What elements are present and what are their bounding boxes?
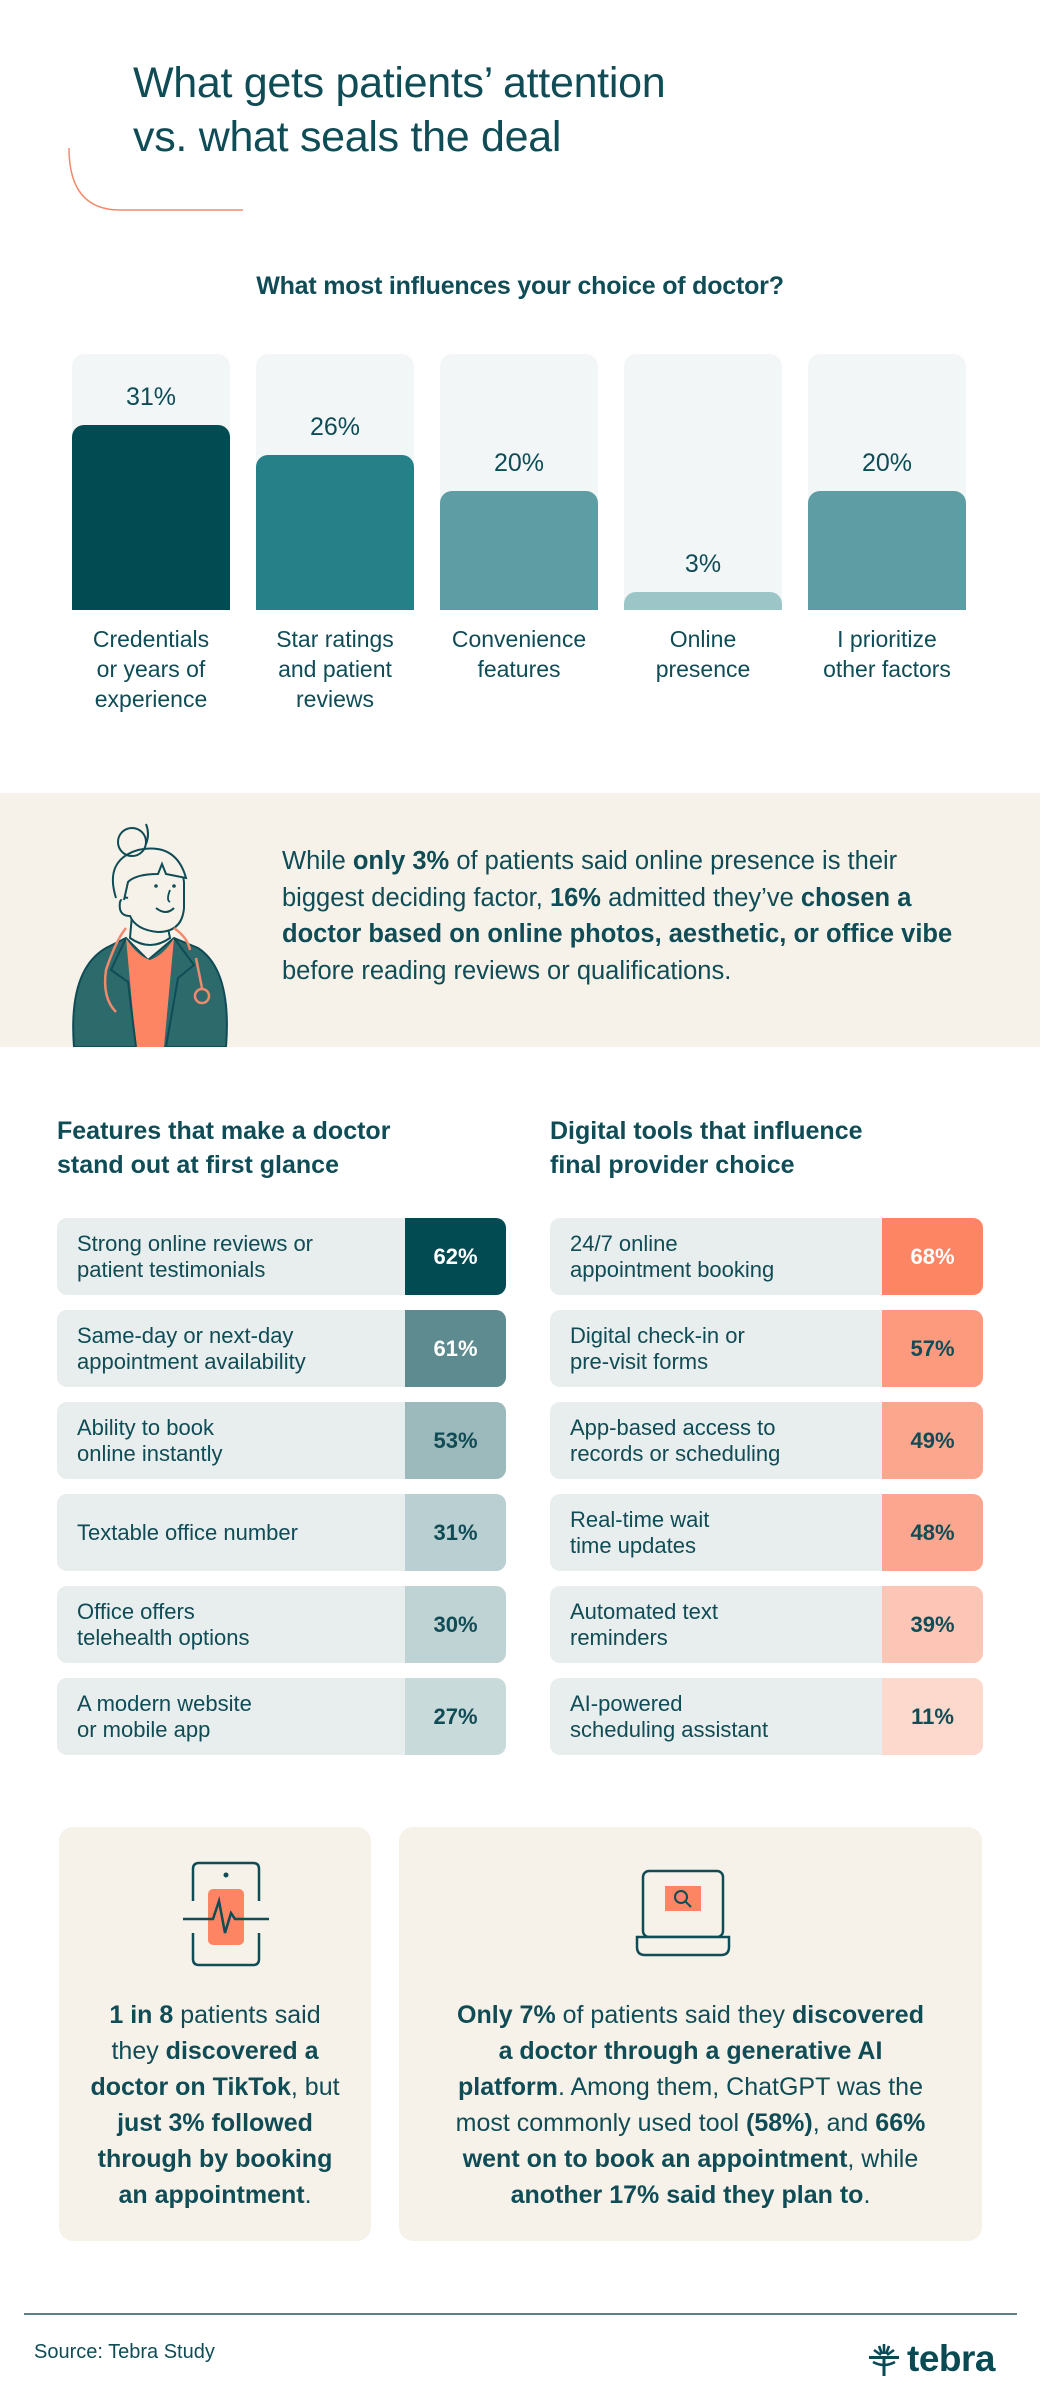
callout-text: While only 3% of patients said online pr… (282, 847, 953, 985)
row-label: Strong online reviews or patient testimo… (77, 1230, 314, 1282)
row-label: Office offers telehealth options (77, 1598, 250, 1650)
bar-column: 20% (440, 354, 598, 610)
row-label: 24/7 online appointment booking (570, 1230, 775, 1282)
features-heading-line1: Features that make a doctor (57, 1117, 391, 1145)
bar (256, 455, 414, 610)
bar (808, 491, 966, 610)
digital-tools-heading-line2: final provider choice (550, 1151, 795, 1179)
row-value-badge: 30% (405, 1586, 506, 1663)
row-value-badge: 27% (405, 1678, 506, 1755)
row-value-badge: 57% (882, 1310, 983, 1387)
bar-column: 20% (808, 354, 966, 610)
tebra-logo: tebra (867, 2339, 1010, 2379)
bar-column: 3% (624, 354, 782, 610)
row-label: A modern website or mobile app (77, 1690, 252, 1742)
page-title-line1: What gets patients’ attention (133, 59, 666, 107)
list-row: A modern website or mobile app 27% (57, 1678, 506, 1755)
bar-value-label: 31% (125, 383, 177, 411)
row-label: Real-time wait time updates (570, 1506, 710, 1558)
row-value-badge: 49% (882, 1402, 983, 1479)
page-title-line2: vs. what seals the deal (133, 113, 562, 161)
bar-value-label: 20% (493, 449, 545, 477)
row-value-badge: 31% (405, 1494, 506, 1571)
features-heading-line2: stand out at first glance (57, 1151, 339, 1179)
list-row: Ability to book online instantly 53% (57, 1402, 506, 1479)
row-label: Digital check-in or pre-visit forms (570, 1322, 745, 1374)
bar-category-label: Star ratings and patient reviews (276, 626, 394, 712)
footer-divider (24, 2313, 1017, 2315)
row-value-badge: 62% (405, 1218, 506, 1295)
bar-category-label: Convenience features (451, 626, 587, 682)
tiktok-stat-card: 1 in 8 patients said they discovered a d… (59, 1827, 371, 2241)
list-row: AI-powered scheduling assistant 11% (550, 1678, 983, 1755)
bar-value-label: 3% (684, 550, 722, 578)
ai-stat-card: Only 7% of patients said they discovered… (399, 1827, 982, 2241)
list-row: Office offers telehealth options 30% (57, 1586, 506, 1663)
bar-category-label: Online presence (655, 626, 751, 682)
doctor-illustration-icon (72, 823, 228, 1047)
bar (440, 491, 598, 610)
bar-category-label: I prioritize other factors (823, 626, 951, 682)
bar-value-label: 20% (861, 449, 913, 477)
list-row: Automated text reminders 39% (550, 1586, 983, 1663)
row-value-badge: 53% (405, 1402, 506, 1479)
page-title: What gets patients’ attention vs. what s… (133, 56, 933, 164)
row-label: AI-powered scheduling assistant (570, 1690, 769, 1742)
row-label: App-based access to records or schedulin… (570, 1414, 781, 1466)
bar-column: 26% (256, 354, 414, 610)
row-value-badge: 48% (882, 1494, 983, 1571)
laptop-search-icon (635, 1869, 731, 1957)
row-label: Ability to book online instantly (77, 1414, 223, 1466)
row-label: Same-day or next-day appointment availab… (77, 1322, 306, 1374)
list-row: Same-day or next-day appointment availab… (57, 1310, 506, 1387)
decorative-arc-icon (68, 148, 243, 211)
list-row: Strong online reviews or patient testimo… (57, 1218, 506, 1295)
row-value-badge: 61% (405, 1310, 506, 1387)
row-label: Automated text reminders (570, 1598, 718, 1650)
bar-value-label: 26% (309, 413, 361, 441)
row-value-badge: 11% (882, 1678, 983, 1755)
digital-tools-heading-line1: Digital tools that influence (550, 1117, 863, 1145)
list-row: Digital check-in or pre-visit forms 57% (550, 1310, 983, 1387)
chart-title: What most influences your choice of doct… (256, 272, 784, 300)
list-row: Real-time wait time updates 48% (550, 1494, 983, 1571)
phone-heartbeat-icon (183, 1861, 269, 1967)
bar (72, 425, 230, 610)
tiktok-stat-text: 1 in 8 patients said they discovered a d… (90, 2001, 340, 2209)
source-note: Source: Tebra Study (34, 2341, 215, 2363)
row-label: Textable office number (77, 1519, 298, 1545)
row-value-badge: 68% (882, 1218, 983, 1295)
list-row: 24/7 online appointment booking 68% (550, 1218, 983, 1295)
bar (624, 592, 782, 610)
row-value-badge: 39% (882, 1586, 983, 1663)
bar-column: 31% (72, 354, 230, 610)
features-heading: Features that make a doctor stand out at… (57, 1114, 390, 1182)
ai-stat-text: Only 7% of patients said they discovered… (455, 2001, 926, 2209)
digital-tools-heading: Digital tools that influence final provi… (550, 1114, 863, 1182)
list-row: App-based access to records or schedulin… (550, 1402, 983, 1479)
bar-category-label: Credentials or years of experience (92, 626, 210, 712)
list-row: Textable office number 31% (57, 1494, 506, 1571)
tebra-leaf-icon (869, 2344, 899, 2376)
tebra-wordmark: tebra (907, 2338, 995, 2379)
